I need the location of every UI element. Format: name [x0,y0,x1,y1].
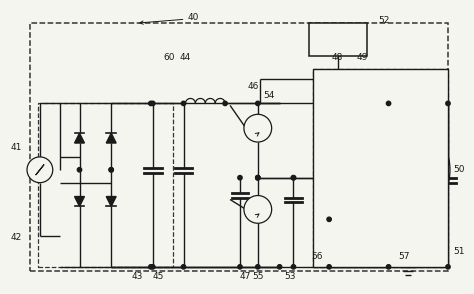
Text: 43: 43 [131,272,143,281]
Circle shape [255,101,260,106]
Circle shape [27,157,53,183]
Text: 53: 53 [285,272,296,281]
Circle shape [255,176,260,180]
Circle shape [446,265,450,269]
Polygon shape [74,196,84,206]
Circle shape [327,217,331,221]
Text: 47: 47 [239,272,251,281]
Circle shape [77,168,82,172]
Circle shape [255,265,260,269]
Text: 55: 55 [252,272,264,281]
Text: 56: 56 [311,253,323,261]
Text: 51: 51 [453,246,465,255]
Circle shape [182,101,186,106]
Text: 41: 41 [10,143,22,153]
Circle shape [327,265,331,269]
Circle shape [223,101,228,106]
Circle shape [292,265,296,269]
Text: 50: 50 [453,165,465,174]
Circle shape [238,176,242,180]
Circle shape [151,101,155,106]
Text: 52: 52 [378,16,389,25]
Circle shape [255,176,260,180]
Text: 48: 48 [331,53,343,62]
Text: 44: 44 [180,53,191,62]
Text: 60: 60 [163,53,174,62]
Circle shape [149,101,153,106]
Bar [310,23,367,56]
Bar [30,23,448,271]
Circle shape [182,265,186,269]
Text: 42: 42 [10,233,22,242]
Text: 45: 45 [152,272,164,281]
Bar [38,103,173,267]
Circle shape [109,168,113,172]
Bar [329,83,435,254]
Text: 40: 40 [188,13,199,22]
Polygon shape [106,196,116,206]
Circle shape [149,265,153,269]
Circle shape [386,265,391,269]
Circle shape [277,265,282,269]
Circle shape [244,196,272,223]
Circle shape [238,265,242,269]
Circle shape [255,176,260,180]
Circle shape [109,168,113,172]
Polygon shape [106,133,116,143]
Bar [313,69,448,267]
Text: 57: 57 [399,253,410,261]
Bar [313,69,448,267]
Text: 46: 46 [247,82,258,91]
Circle shape [292,176,296,180]
Text: 54: 54 [263,91,274,100]
Circle shape [244,114,272,142]
Circle shape [386,101,391,106]
Circle shape [446,101,450,106]
Circle shape [151,265,155,269]
Text: 49: 49 [356,53,367,62]
Circle shape [292,176,296,180]
Polygon shape [74,133,84,143]
